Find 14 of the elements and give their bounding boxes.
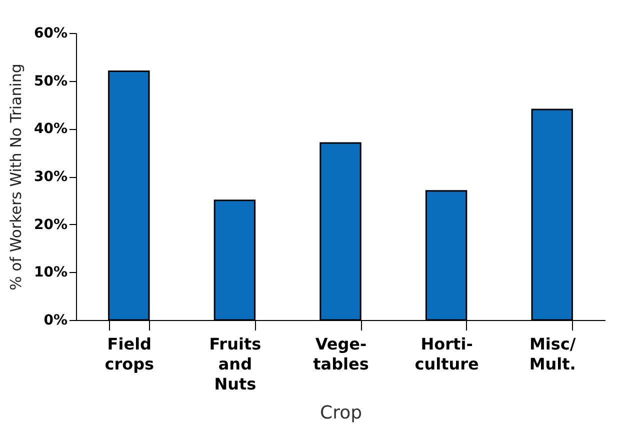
x-tick-label: Vege-tables	[313, 334, 369, 374]
y-tick-label: 20%	[34, 216, 68, 233]
x-axis-title: Crop	[320, 402, 362, 424]
y-tick-label: 50%	[34, 73, 68, 90]
y-tick-label: 40%	[34, 121, 68, 138]
y-tick-label: 10%	[34, 264, 68, 281]
y-tick-label: 0%	[44, 312, 68, 328]
x-tick-label: Field crops	[104, 334, 154, 374]
y-tick-label: 60%	[34, 26, 68, 42]
y-tick-label: 30%	[34, 169, 68, 185]
x-tick-label: Misc/Mult.	[529, 334, 576, 374]
x-tick-label: Fruits and Nuts	[209, 334, 262, 394]
x-tick-label: Horti-culture	[414, 334, 480, 374]
y-axis-title: % of Workers With No Trianing	[6, 64, 25, 290]
